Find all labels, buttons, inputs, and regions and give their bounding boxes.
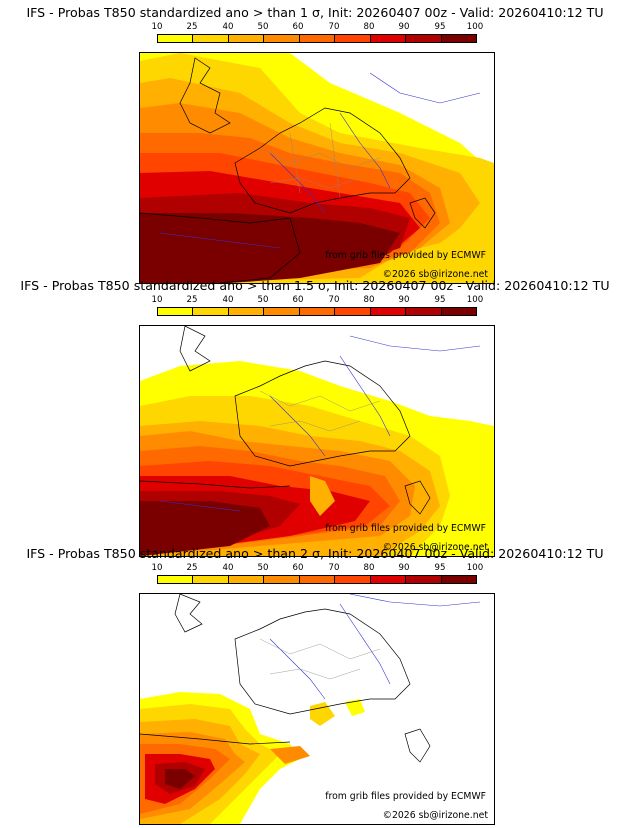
colorbar-ticks: 10 25 40 50 60 70 80 90 95 100 — [152, 295, 485, 306]
colorbar-swatch — [264, 576, 300, 583]
copyright: ©2026 sb@irizone.net — [382, 542, 488, 553]
colorbar-swatch — [370, 308, 407, 315]
tick-label: 50 — [257, 22, 269, 32]
colorbar — [157, 307, 477, 316]
tick-label: 100 — [466, 295, 484, 305]
colorbar-swatch — [228, 308, 265, 315]
tick-label: 95 — [434, 295, 446, 305]
colorbar-swatch — [158, 308, 194, 315]
colorbar-swatch — [228, 576, 265, 583]
tick-label: 90 — [398, 295, 410, 305]
tick-label: 60 — [292, 563, 304, 573]
colorbar-swatch — [406, 576, 442, 583]
tick-label: 60 — [292, 22, 304, 32]
tick-label: 50 — [257, 563, 269, 573]
tick-label: 60 — [292, 295, 304, 305]
tick-label: 70 — [328, 22, 340, 32]
colorbar-swatch — [335, 35, 371, 42]
colorbar — [157, 575, 477, 584]
colorbar-swatch — [406, 35, 442, 42]
data-credit: from grib files provided by ECMWF — [325, 250, 486, 261]
colorbar-swatch — [370, 35, 407, 42]
tick-label: 10 — [151, 22, 163, 32]
colorbar-swatch — [370, 576, 407, 583]
map-panel-3: IFS - Probas T850 standardized ano > tha… — [0, 546, 630, 825]
colorbar-swatch — [441, 576, 476, 583]
tick-label: 10 — [151, 295, 163, 305]
tick-label: 10 — [151, 563, 163, 573]
probability-map: from grib files provided by ECMWF ©2026 … — [139, 593, 495, 825]
colorbar-swatch — [335, 308, 371, 315]
map-graphic — [140, 53, 494, 283]
tick-label: 100 — [466, 22, 484, 32]
colorbar-ticks: 10 25 40 50 60 70 80 90 95 100 — [152, 563, 485, 574]
colorbar-swatch — [193, 308, 229, 315]
data-credit: from grib files provided by ECMWF — [325, 791, 486, 802]
tick-label: 70 — [328, 295, 340, 305]
colorbar-swatch — [299, 308, 336, 315]
colorbar-swatch — [299, 576, 336, 583]
probability-map: from grib files provided by ECMWF ©2026 … — [139, 325, 495, 557]
colorbar-swatch — [158, 35, 194, 42]
data-credit: from grib files provided by ECMWF — [325, 523, 486, 534]
colorbar-swatch — [441, 308, 476, 315]
colorbar-swatch — [406, 308, 442, 315]
panel-title: IFS - Probas T850 standardized ano > tha… — [20, 278, 610, 293]
colorbar-swatch — [158, 576, 194, 583]
colorbar-swatch — [228, 35, 265, 42]
panel-title: IFS - Probas T850 standardized ano > tha… — [26, 546, 604, 561]
map-graphic — [140, 594, 494, 824]
tick-label: 40 — [222, 22, 234, 32]
tick-label: 40 — [222, 563, 234, 573]
tick-label: 95 — [434, 563, 446, 573]
tick-label: 50 — [257, 295, 269, 305]
probability-map: from grib files provided by ECMWF ©2026 … — [139, 52, 495, 284]
colorbar-swatch — [193, 35, 229, 42]
tick-label: 70 — [328, 563, 340, 573]
colorbar — [157, 34, 477, 43]
map-graphic — [140, 326, 494, 556]
colorbar-swatch — [264, 308, 300, 315]
tick-label: 95 — [434, 22, 446, 32]
tick-label: 40 — [222, 295, 234, 305]
colorbar-swatch — [299, 35, 336, 42]
tick-label: 25 — [186, 22, 198, 32]
copyright: ©2026 sb@irizone.net — [382, 810, 488, 821]
tick-label: 25 — [186, 295, 198, 305]
tick-label: 90 — [398, 563, 410, 573]
colorbar-swatch — [264, 35, 300, 42]
tick-label: 80 — [363, 22, 375, 32]
tick-label: 80 — [363, 295, 375, 305]
panel-title: IFS - Probas T850 standardized ano > tha… — [26, 5, 604, 20]
map-panel-2: IFS - Probas T850 standardized ano > tha… — [0, 278, 630, 557]
colorbar-swatch — [335, 576, 371, 583]
tick-label: 100 — [466, 563, 484, 573]
tick-label: 90 — [398, 22, 410, 32]
colorbar-ticks: 10 25 40 50 60 70 80 90 95 100 — [152, 22, 485, 33]
colorbar-swatch — [193, 576, 229, 583]
tick-label: 25 — [186, 563, 198, 573]
copyright: ©2026 sb@irizone.net — [382, 269, 488, 280]
colorbar-swatch — [441, 35, 476, 42]
tick-label: 80 — [363, 563, 375, 573]
map-panel-1: IFS - Probas T850 standardized ano > tha… — [0, 5, 630, 284]
